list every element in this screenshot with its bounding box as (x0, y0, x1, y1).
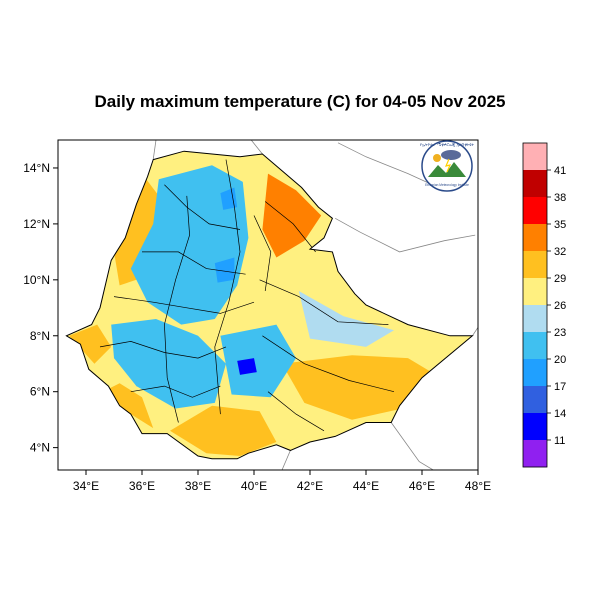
zone-cold-peak-bale (237, 358, 257, 375)
colorbar-label: 41 (554, 165, 566, 177)
zone-cool-central-highlands (130, 165, 249, 325)
mountain-icon (428, 162, 466, 177)
colorbar: 41 38 35 32 29 26 23 20 17 14 11 (522, 142, 566, 468)
admin-boundary-line (259, 279, 389, 325)
colorbar-swatch (523, 224, 547, 252)
y-tick-label: 6°N (30, 385, 50, 399)
colorbar-label: 32 (554, 246, 566, 258)
zone-hot-afar (262, 173, 322, 258)
colorbar-swatch (523, 170, 547, 198)
x-tick-label: 44°E (353, 479, 379, 493)
ethiopia-outline (65, 150, 474, 460)
colorbar-swatch (523, 359, 547, 387)
cloud-icon (441, 150, 461, 160)
admin-boundary-line (262, 335, 395, 393)
neighbor-boundary-line (337, 142, 445, 191)
map-title: Daily maximum temperature (C) for 04-05 … (94, 92, 506, 111)
colorbar-swatch (523, 413, 547, 441)
x-tick-label: 38°E (185, 479, 211, 493)
colorbar-swatch (523, 251, 547, 279)
admin-boundary-line (164, 184, 241, 230)
neighbor-boundaries (152, 140, 478, 470)
neighbor-boundary-line (250, 140, 263, 155)
admin-boundary-line (264, 201, 316, 253)
colorbar-swatch (523, 197, 547, 225)
colorbar-label: 29 (554, 273, 566, 285)
neighbor-boundary-line (472, 327, 478, 337)
admin-boundary-line (164, 195, 190, 423)
zone-warm-gambela (69, 324, 112, 364)
zone-warm-east (259, 260, 380, 319)
x-axis: 34°E 36°E 38°E 40°E 42°E 44°E 46°E 48°E (73, 470, 491, 493)
colorbar-label: 23 (554, 327, 566, 339)
zone-cool-bale (220, 324, 296, 398)
y-tick-label: 12°N (23, 217, 50, 231)
zone-cold-peak-central (214, 257, 235, 283)
zone-warm-west-lowland (114, 173, 159, 286)
admin-boundary-line (113, 296, 255, 314)
admin-boundary-line (214, 159, 241, 415)
x-tick-label: 46°E (409, 479, 435, 493)
neighbor-boundary-line (152, 140, 157, 160)
admin-boundary-line (267, 391, 325, 432)
neighbor-boundary-line (281, 450, 291, 470)
y-tick-label: 14°N (23, 161, 50, 175)
logo-text-top: የኢትዮጵያ ሜቲዎሮሎጂ ኢንስቲትዩት (420, 142, 474, 147)
admin-boundaries (99, 159, 395, 432)
x-tick-label: 42°E (297, 479, 323, 493)
colorbar-label: 38 (554, 192, 566, 204)
sun-icon (433, 154, 441, 162)
y-axis: 14°N 12°N 10°N 8°N 6°N 4°N (23, 161, 58, 455)
zone-warm-southwest (102, 383, 154, 429)
zone-warm-ogaden (282, 355, 436, 420)
colorbar-label: 26 (554, 300, 566, 312)
lightning-icon (444, 158, 452, 173)
colorbar-swatch (523, 332, 547, 360)
neighbor-boundary-line (335, 217, 476, 253)
admin-boundary-line (130, 385, 221, 398)
logo-text-bottom: Ethiopian Meteorology Institute (425, 183, 469, 187)
zone-cold-peak-semien (220, 187, 238, 210)
zone-mild-east-highlands (298, 291, 394, 347)
y-tick-label: 8°N (30, 329, 50, 343)
colorbar-swatch (523, 440, 547, 468)
neighbor-boundary-line (390, 422, 434, 470)
plot-frame (57, 139, 479, 471)
admin-boundary-line (142, 251, 246, 275)
x-tick-label: 34°E (73, 479, 99, 493)
colorbar-swatch (523, 386, 547, 414)
colorbar-label: 17 (554, 381, 566, 393)
colorbar-label: 35 (554, 219, 566, 231)
admin-boundary-line (99, 341, 227, 359)
colorbar-swatch (523, 305, 547, 333)
colorbar-swatch (523, 278, 547, 306)
x-tick-label: 36°E (129, 479, 155, 493)
admin-boundary-line (253, 215, 272, 292)
x-tick-label: 48°E (465, 479, 491, 493)
colorbar-label: 20 (554, 354, 566, 366)
colorbar-label: 14 (554, 408, 566, 420)
zone-cool-southwest-highlands (111, 319, 226, 409)
colorbar-swatch (523, 143, 547, 171)
zone-warm-south (170, 405, 277, 456)
logo: የኢትዮጵያ ሜቲዎሮሎጂ ኢንስቲትዩት Ethiopian Meteorol… (420, 140, 474, 192)
colorbar-label: 11 (554, 435, 565, 447)
y-tick-label: 10°N (23, 273, 50, 287)
x-tick-label: 40°E (241, 479, 267, 493)
y-tick-label: 4°N (30, 441, 50, 455)
